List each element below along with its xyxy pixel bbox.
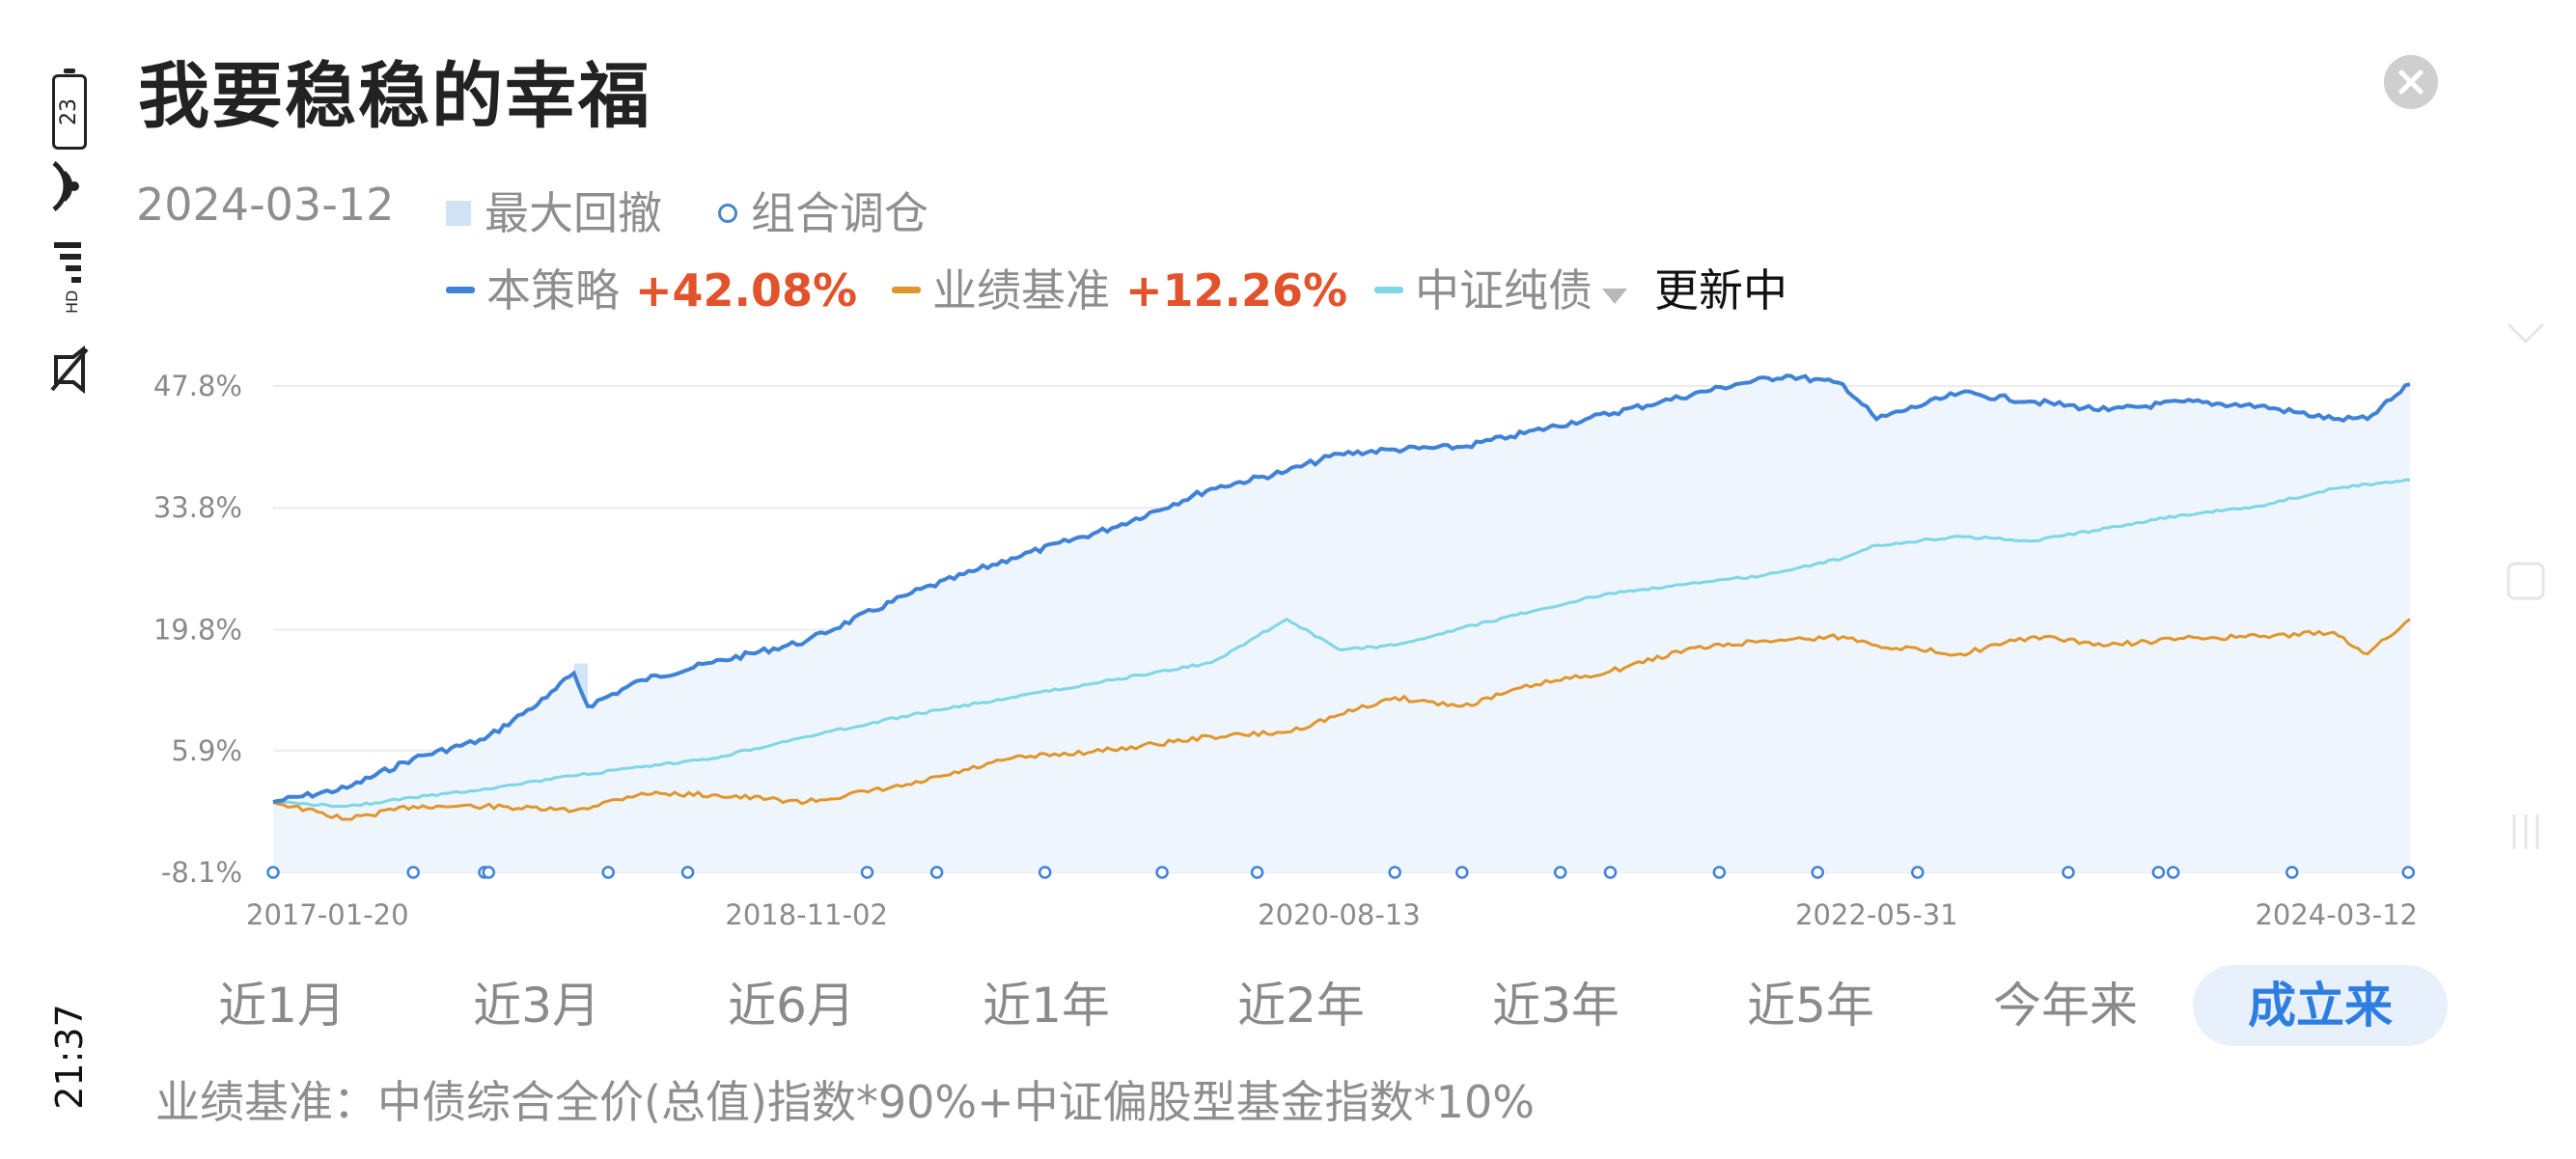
rebalance-marker[interactable] xyxy=(2153,868,2164,878)
period-tab-4[interactable]: 近2年 xyxy=(1174,965,1428,1046)
rebalance-marker[interactable] xyxy=(1390,868,1400,878)
x-tick-label: 2017-01-20 xyxy=(246,898,409,931)
strategy-area-fill xyxy=(273,375,2410,872)
x-tick-label: 2020-08-13 xyxy=(1258,898,1421,931)
rebalance-marker[interactable] xyxy=(603,868,614,878)
rebalance-marker[interactable] xyxy=(862,868,873,878)
benchmark-note: 业绩基准：中债综合全价(总值)指数*90%+中证偏股型基金指数*10% xyxy=(155,1067,1535,1131)
rebalance-marker[interactable] xyxy=(2168,868,2178,878)
performance-chart: 47.8% 33.8% 19.8% 5.9% -8.1% 2017-01-20 2018-… xyxy=(0,0,2576,965)
x-tick-label: 2024-03-12 xyxy=(2255,898,2418,931)
rebalance-marker[interactable] xyxy=(408,868,419,878)
rebalance-marker[interactable] xyxy=(1912,868,1923,878)
period-tab-2[interactable]: 近6月 xyxy=(664,965,919,1046)
period-selector: 近1月 近3月 近6月 近1年 近2年 近3年 近5年 今年来 成立来 xyxy=(154,965,2451,1046)
chevron-down-icon xyxy=(2505,318,2547,347)
period-tab-3[interactable]: 近1年 xyxy=(919,965,1174,1046)
period-tab-0[interactable]: 近1月 xyxy=(154,965,409,1046)
rebalance-marker[interactable] xyxy=(2063,868,2073,878)
rebalance-marker[interactable] xyxy=(931,868,942,878)
rebalance-marker[interactable] xyxy=(1555,868,1565,878)
period-tab-5[interactable]: 近3年 xyxy=(1428,965,1683,1046)
rebalance-marker[interactable] xyxy=(1039,868,1050,878)
y-axis: 47.8% 33.8% 19.8% 5.9% -8.1% xyxy=(153,370,242,889)
y-tick-label: 5.9% xyxy=(171,734,242,767)
rebalance-marker[interactable] xyxy=(1252,868,1262,878)
y-tick-label: 33.8% xyxy=(153,491,242,524)
x-axis: 2017-01-20 2018-11-02 2020-08-13 2022-05-31… xyxy=(246,898,2418,931)
y-tick-label: 47.8% xyxy=(153,370,242,402)
y-tick-label: 19.8% xyxy=(153,613,242,646)
status-time: 21:37 xyxy=(48,1004,91,1110)
period-tab-7[interactable]: 今年来 xyxy=(1938,965,2193,1046)
menu-icon xyxy=(2505,811,2547,853)
rebalance-marker[interactable] xyxy=(1813,868,1823,878)
x-tick-label: 2018-11-02 xyxy=(725,898,888,931)
strategy-area xyxy=(273,375,2410,872)
rebalance-marker[interactable] xyxy=(484,868,494,878)
y-tick-label: -8.1% xyxy=(161,856,242,889)
rebalance-marker[interactable] xyxy=(1605,868,1616,878)
period-tab-8[interactable]: 成立来 xyxy=(2193,965,2448,1046)
rebalance-marker[interactable] xyxy=(2286,868,2297,878)
rebalance-marker[interactable] xyxy=(1714,868,1725,878)
rebalance-marker[interactable] xyxy=(1456,868,1467,878)
rebalance-marker[interactable] xyxy=(682,868,693,878)
rebalance-marker[interactable] xyxy=(268,868,279,878)
square-icon xyxy=(2505,560,2547,602)
rebalance-marker[interactable] xyxy=(1157,868,1168,878)
period-tab-6[interactable]: 近5年 xyxy=(1683,965,1938,1046)
rebalance-marker[interactable] xyxy=(2403,868,2414,878)
x-tick-label: 2022-05-31 xyxy=(1795,898,1958,931)
period-tab-1[interactable]: 近3月 xyxy=(409,965,664,1046)
